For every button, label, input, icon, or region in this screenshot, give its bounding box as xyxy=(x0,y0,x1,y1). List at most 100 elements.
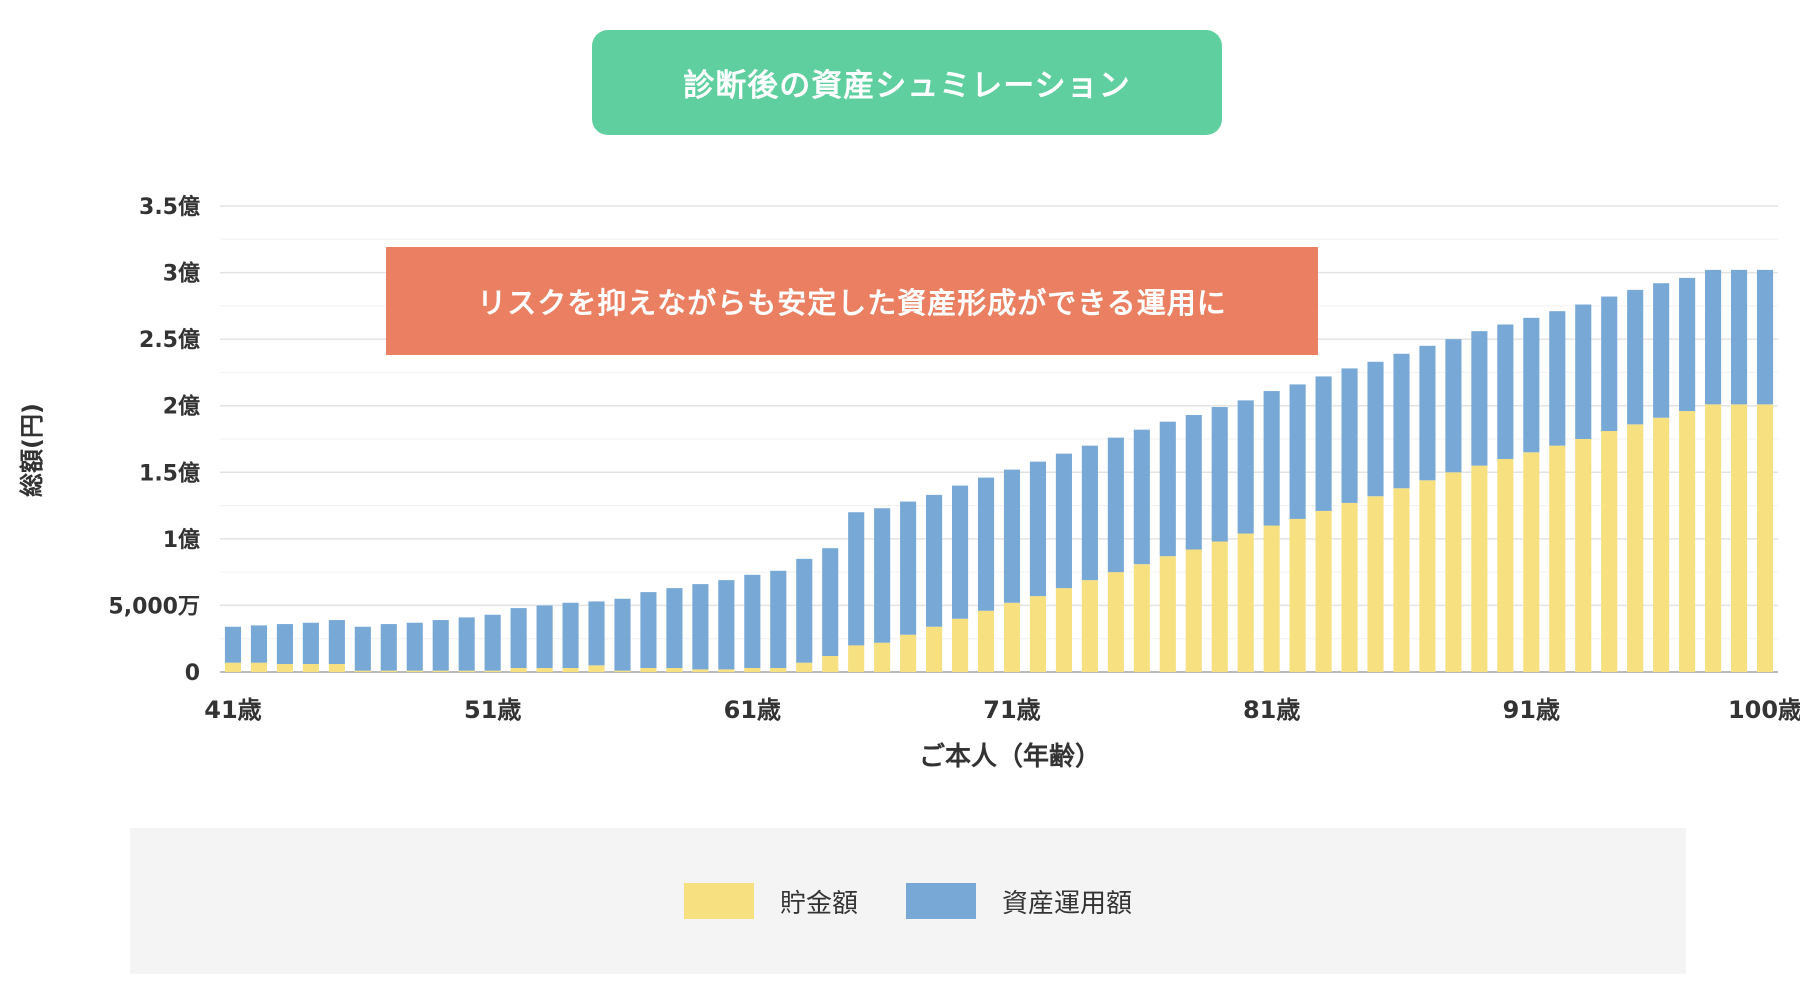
bar-savings xyxy=(1211,541,1228,672)
bar-investment xyxy=(302,622,319,665)
x-tick-label: 61歳 xyxy=(724,696,781,724)
y-tick-label: 1.5億 xyxy=(139,460,200,486)
x-tick-label: 91歳 xyxy=(1503,696,1560,724)
bar-investment xyxy=(250,625,267,663)
bar-investment xyxy=(614,598,631,671)
bar-savings xyxy=(1575,439,1592,672)
bar-investment xyxy=(1627,289,1644,425)
legend-item-investment: 資産運用額 xyxy=(906,883,1132,920)
bar-investment xyxy=(536,605,553,669)
y-tick-label: 0 xyxy=(185,661,200,686)
bar-savings xyxy=(1289,518,1306,672)
bar-savings xyxy=(1627,424,1644,672)
bar-investment xyxy=(458,617,475,671)
bar-savings xyxy=(1081,580,1098,672)
bar-investment xyxy=(380,624,397,671)
bar-investment xyxy=(1575,304,1592,439)
bar-savings xyxy=(1029,596,1046,672)
bar-investment xyxy=(1029,461,1046,597)
bar-savings xyxy=(1237,533,1254,672)
bar-investment xyxy=(1549,311,1566,446)
y-axis-ticks: 0 5,000万 1億 1.5億 2億 2.5億 3億 3.5億 xyxy=(108,194,200,686)
bar-investment xyxy=(952,485,969,619)
bar-savings xyxy=(1367,496,1384,672)
callout-banner: リスクを抑えながらも安定した資産形成ができる運用に xyxy=(386,247,1318,355)
chart-title-banner: 診断後の資産シュミレーション xyxy=(592,30,1222,135)
bar-savings xyxy=(1341,502,1358,672)
legend-swatch-investment xyxy=(906,883,976,919)
bars xyxy=(224,269,1774,672)
bar-savings xyxy=(1393,488,1410,672)
bar-savings xyxy=(510,668,527,672)
bar-savings xyxy=(1003,602,1021,672)
chart-area: 0 5,000万 1億 1.5億 2億 2.5億 3億 3.5億 41歳 51歳 61歳 71歳 81… xyxy=(0,150,1800,790)
bar-savings xyxy=(1315,510,1332,672)
bar-investment xyxy=(1367,361,1384,497)
bar-savings xyxy=(718,669,735,672)
bar-savings xyxy=(1549,445,1566,672)
bar-investment xyxy=(900,501,917,635)
bar-investment xyxy=(1185,415,1202,550)
bar-investment xyxy=(744,574,761,669)
bar-savings xyxy=(1445,472,1462,672)
bar-savings xyxy=(1471,465,1488,672)
bar-investment xyxy=(1653,283,1670,418)
bar-investment xyxy=(1003,469,1021,603)
bar-investment xyxy=(1471,331,1488,466)
bar-investment xyxy=(1419,345,1436,481)
bar-investment xyxy=(354,626,371,671)
bar-investment xyxy=(1601,296,1618,432)
y-tick-label: 1億 xyxy=(163,527,200,553)
bar-investment xyxy=(1081,445,1098,581)
bar-investment xyxy=(1133,429,1150,565)
bar-savings xyxy=(276,664,293,672)
bar-investment xyxy=(432,620,449,671)
bar-savings xyxy=(562,668,579,672)
legend-swatch-savings xyxy=(683,883,754,919)
x-tick-label: 81歳 xyxy=(1243,696,1300,724)
bar-savings xyxy=(302,664,319,672)
legend-item-savings: 貯金額 xyxy=(683,883,858,920)
bar-investment xyxy=(640,592,657,669)
legend-label-investment: 資産運用額 xyxy=(1002,888,1133,919)
bar-savings xyxy=(1497,458,1514,672)
bar-savings xyxy=(744,668,761,672)
bar-investment xyxy=(1263,391,1280,526)
x-tick-label: 100歳 xyxy=(1728,696,1800,724)
bar-savings xyxy=(1263,525,1280,672)
bar-savings xyxy=(1055,588,1072,672)
bar-savings xyxy=(224,662,242,672)
bar-savings xyxy=(588,665,605,672)
bar-investment xyxy=(1107,437,1124,573)
bar-savings xyxy=(458,670,475,672)
bar-investment xyxy=(1289,384,1306,519)
bar-investment xyxy=(796,558,813,663)
bar-investment xyxy=(1055,453,1072,589)
y-axis-label: 総額(円) xyxy=(18,403,46,497)
bar-savings xyxy=(536,668,553,672)
bar-investment xyxy=(562,602,579,669)
bar-savings xyxy=(1185,549,1202,672)
bar-investment xyxy=(328,620,345,665)
bar-investment xyxy=(276,624,293,665)
bar-savings xyxy=(952,618,969,672)
bar-savings xyxy=(380,670,397,672)
bar-savings xyxy=(640,668,657,672)
bar-savings xyxy=(1133,564,1150,672)
bar-investment xyxy=(588,601,605,666)
bar-investment xyxy=(977,477,995,611)
bar-savings xyxy=(1731,404,1748,672)
bar-savings xyxy=(666,668,683,672)
bar-savings xyxy=(926,626,943,672)
bar-savings xyxy=(977,610,995,672)
bar-savings xyxy=(406,670,423,672)
bar-savings xyxy=(1705,404,1722,672)
bar-savings xyxy=(1523,452,1540,672)
bar-investment xyxy=(1159,421,1176,557)
stacked-bar-chart: 0 5,000万 1億 1.5億 2億 2.5億 3億 3.5億 41歳 51歳 61歳 71歳 81… xyxy=(18,194,1800,772)
bar-investment xyxy=(1237,400,1254,534)
bar-investment xyxy=(770,570,787,669)
bar-investment xyxy=(926,494,943,627)
bar-savings xyxy=(328,664,345,672)
bar-investment xyxy=(224,626,242,663)
